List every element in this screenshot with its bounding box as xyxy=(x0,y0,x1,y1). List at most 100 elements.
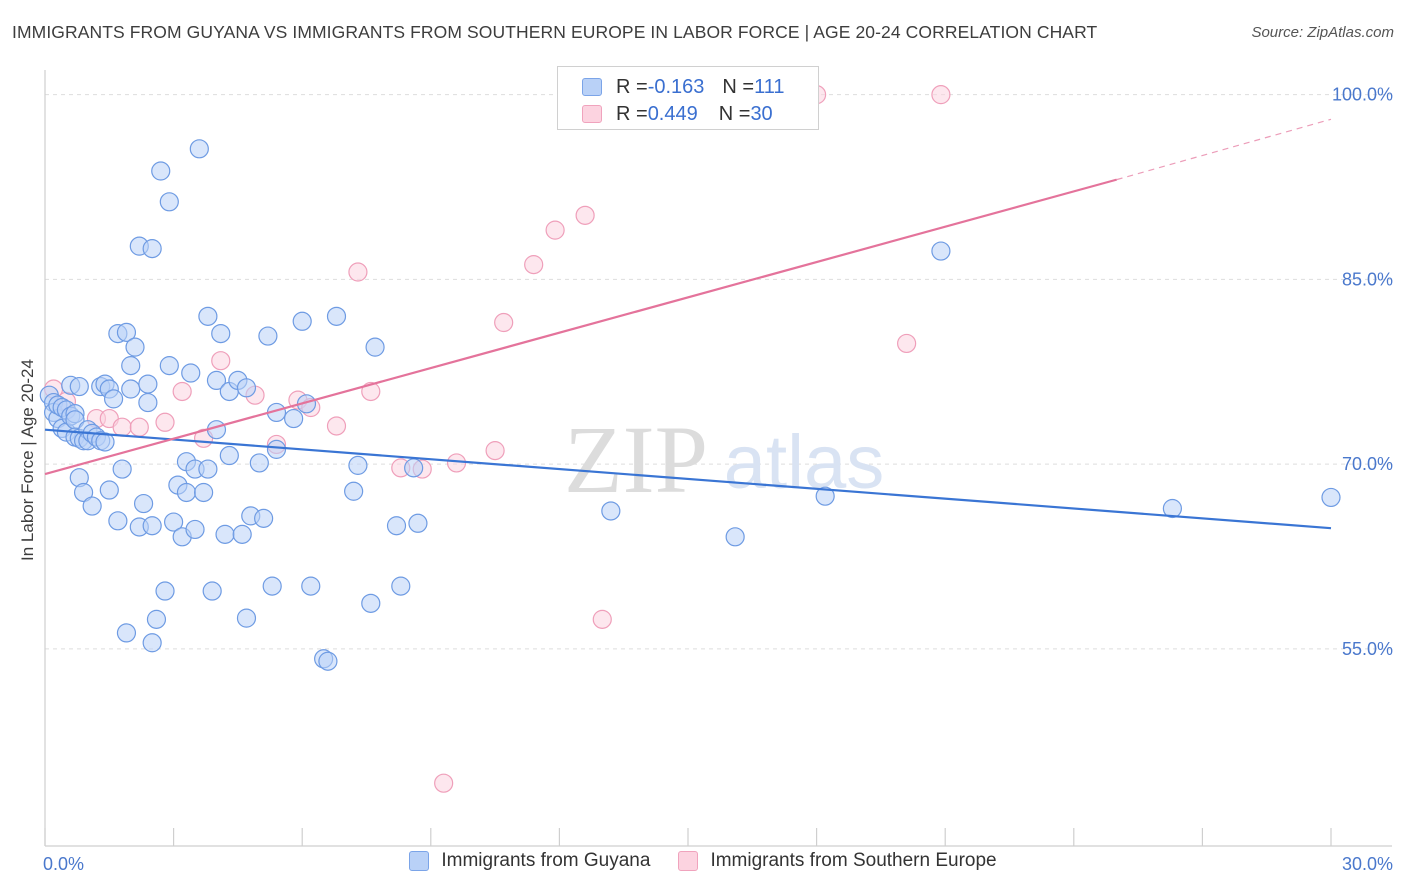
guyana-point xyxy=(1162,498,1182,519)
southern-europe-point xyxy=(446,453,467,473)
guyana-point xyxy=(931,241,951,261)
x-tick-label: 30.0% xyxy=(1342,854,1393,874)
guyana-point xyxy=(108,511,128,531)
guyana-point xyxy=(142,239,162,259)
guyana-point xyxy=(133,493,154,514)
guyana-point xyxy=(215,524,235,544)
guyana-point xyxy=(125,337,145,357)
guyana-point xyxy=(142,633,162,653)
southern-europe-point xyxy=(545,220,565,240)
guyana-point xyxy=(601,501,621,521)
southern-europe-point xyxy=(172,381,192,402)
guyana-point xyxy=(138,374,158,394)
guyana-point xyxy=(815,486,835,506)
guyana-point xyxy=(194,482,214,503)
guyana-point xyxy=(138,392,158,413)
guyana-point xyxy=(408,513,428,533)
guyana-point xyxy=(1321,487,1341,508)
guyana-point xyxy=(146,609,167,629)
x-tick-label: 0.0% xyxy=(43,854,84,874)
southern-europe-point xyxy=(112,417,132,437)
legend-label-guyana: Immigrants from Guyana xyxy=(441,850,651,871)
guyana-point xyxy=(386,516,407,536)
southern-europe-point xyxy=(129,417,149,437)
legend-item-guyana: Immigrants from Guyana xyxy=(409,850,650,872)
guyana-point xyxy=(318,651,338,671)
guyana-point xyxy=(116,322,137,342)
southern-europe-point xyxy=(361,381,381,402)
southern-europe-swatch xyxy=(582,105,602,123)
southern-europe-point xyxy=(211,351,231,371)
correlation-legend: R = -0.163 N = 111 R = 0.449 N = 30 xyxy=(557,66,819,130)
southern-europe-point xyxy=(931,85,951,105)
guyana-point xyxy=(232,524,252,544)
guyana-trend-line xyxy=(44,428,1332,530)
r-label: R = xyxy=(616,102,648,125)
guyana-point xyxy=(292,311,312,331)
n-value: 111 xyxy=(754,75,785,98)
guyana-point xyxy=(198,459,218,479)
guyana-point xyxy=(95,432,115,452)
guyana-point xyxy=(236,378,257,398)
southern-europe-point xyxy=(592,609,612,629)
guyana-point xyxy=(404,458,424,478)
tick-labels: 100.0% 85.0% 70.0% 55.0% 0.0% 30.0% xyxy=(43,85,1393,874)
guyana-point xyxy=(159,192,179,212)
guyana-swatch xyxy=(409,851,430,871)
r-label: R = xyxy=(616,75,648,98)
guyana-point xyxy=(258,326,278,346)
r-value: 0.449 xyxy=(647,102,698,125)
guyana-point xyxy=(112,459,132,479)
axes xyxy=(44,70,1392,847)
guyana-point xyxy=(189,139,209,159)
chart-title: IMMIGRANTS FROM GUYANA VS IMMIGRANTS FRO… xyxy=(12,22,1098,42)
guyana-point xyxy=(155,581,175,601)
guyana-point xyxy=(254,508,274,528)
guyana-point xyxy=(176,482,197,503)
southern-europe-point xyxy=(485,441,505,461)
guyana-point xyxy=(249,453,269,473)
southern-europe-swatch xyxy=(678,851,699,871)
series-legend: Immigrants from Guyana Immigrants from S… xyxy=(0,850,1406,872)
guyana-point xyxy=(219,445,239,466)
southern-europe-trend-extension xyxy=(1116,118,1332,181)
southern-europe-point xyxy=(494,312,514,333)
guyana-point xyxy=(284,408,304,429)
n-label: N = xyxy=(718,102,751,125)
watermark-zip: ZIP xyxy=(564,406,708,513)
legend-row-southern-europe: R = 0.449 N = 30 xyxy=(582,102,773,126)
y-tick-label: 100.0% xyxy=(1332,85,1393,105)
legend-label-southern-europe: Immigrants from Southern Europe xyxy=(710,850,997,871)
guyana-point xyxy=(73,482,94,503)
guyana-point xyxy=(142,516,162,536)
guyana-point xyxy=(121,379,141,399)
y-tick-label: 55.0% xyxy=(1342,639,1393,659)
y-tick-label: 85.0% xyxy=(1342,269,1393,289)
guyana-point xyxy=(361,593,381,613)
guyana-point xyxy=(82,496,102,516)
r-value: -0.163 xyxy=(647,75,705,98)
southern-europe-point xyxy=(155,412,175,432)
guyana-point xyxy=(121,356,141,376)
guyana-point xyxy=(211,323,231,344)
guyana-point xyxy=(266,439,287,459)
southern-europe-point xyxy=(524,255,544,275)
guyana-point xyxy=(725,527,745,547)
southern-europe-trend-line xyxy=(44,178,1117,476)
gridlines xyxy=(45,94,1392,650)
guyana-point xyxy=(116,623,137,643)
guyana-point xyxy=(99,480,119,500)
n-label: N = xyxy=(722,75,755,98)
legend-item-southern-europe: Immigrants from Southern Europe xyxy=(678,850,997,872)
guyana-point xyxy=(69,376,89,397)
southern-europe-points xyxy=(43,85,951,793)
guyana-point xyxy=(262,576,282,596)
legend-row-guyana: R = -0.163 N = 111 xyxy=(582,75,785,99)
southern-europe-point xyxy=(326,416,347,436)
southern-europe-point xyxy=(348,262,368,282)
guyana-point xyxy=(348,455,368,475)
guyana-point xyxy=(344,481,364,501)
guyana-point xyxy=(103,389,124,409)
guyana-point xyxy=(206,370,227,390)
